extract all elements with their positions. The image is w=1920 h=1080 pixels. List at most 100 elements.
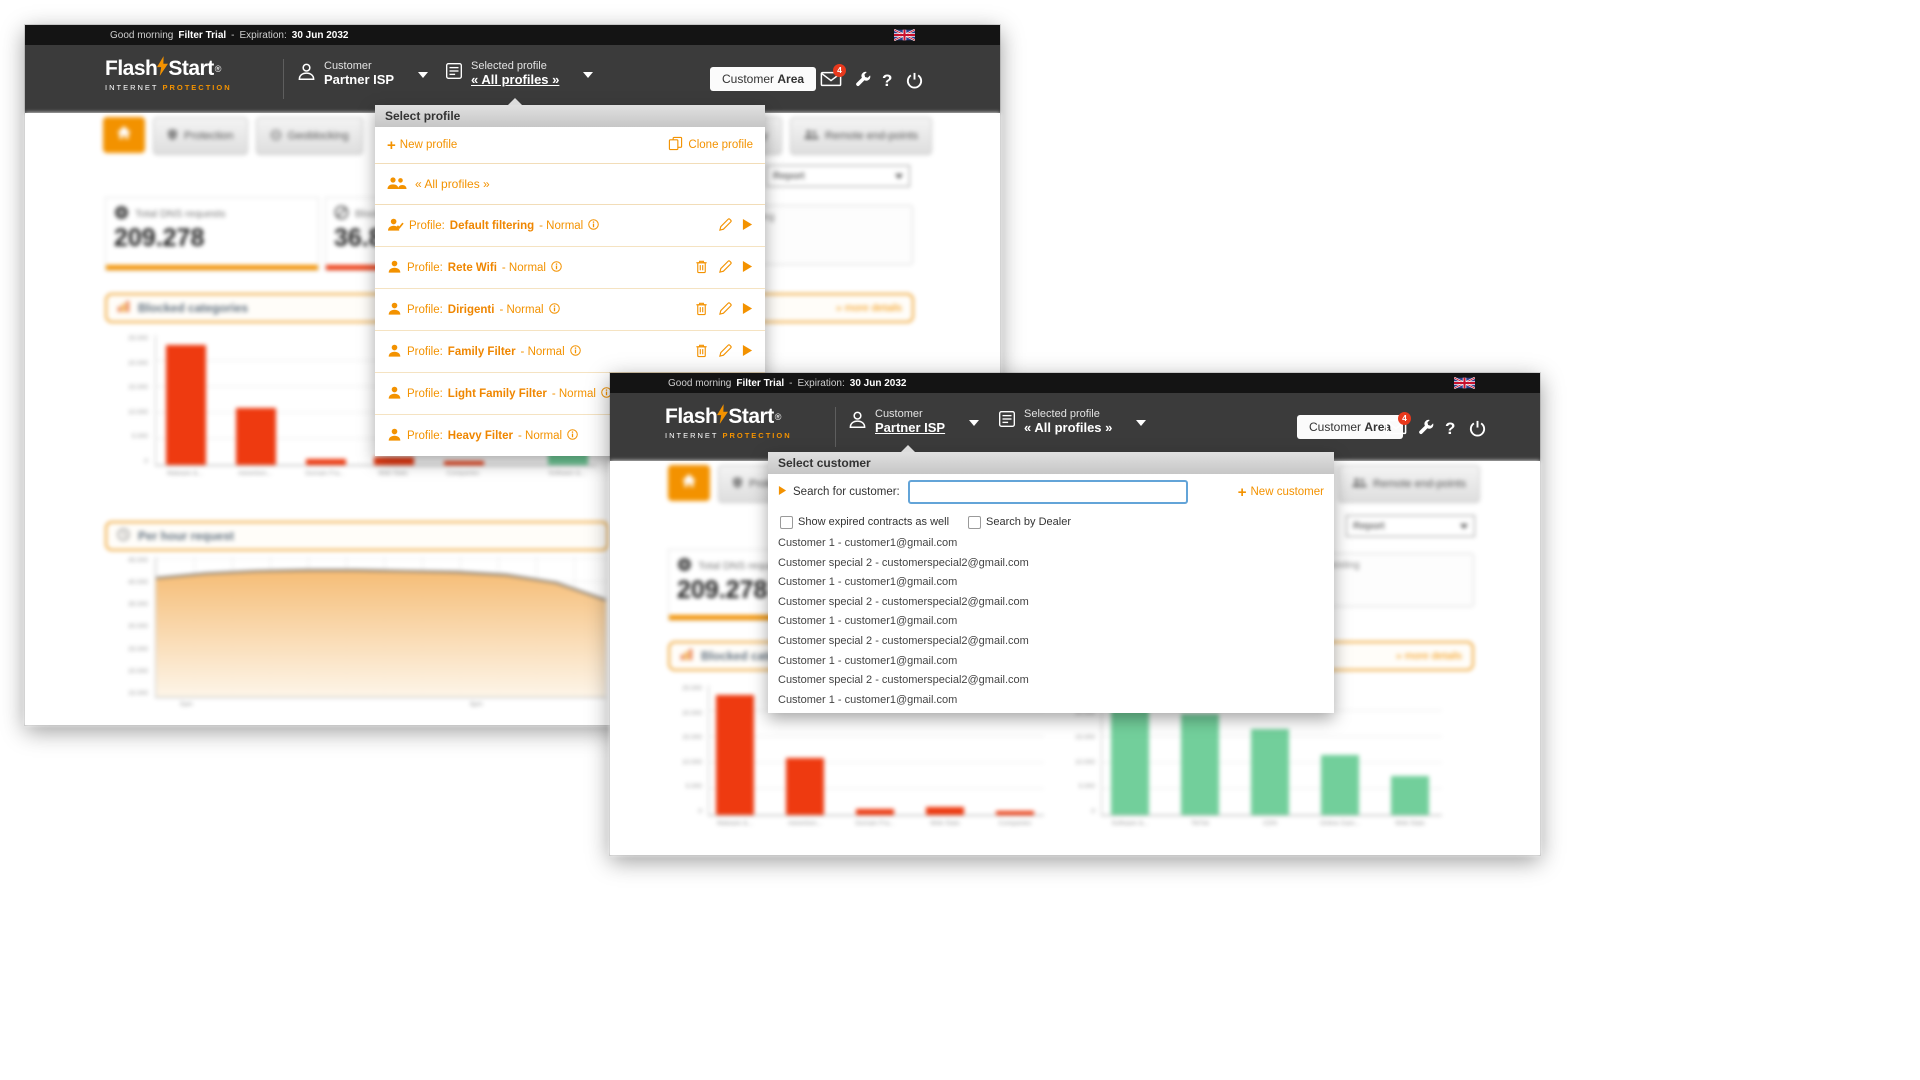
new-profile-button[interactable]: + New profile [387, 136, 458, 154]
customer-dropdown[interactable]: Customer Partner ISP [297, 60, 429, 87]
customer-area-button[interactable]: Customer Area [710, 67, 817, 91]
person-icon [387, 343, 402, 361]
help-icon[interactable]: ? [1445, 419, 1456, 438]
new-customer-button[interactable]: + New customer [1237, 483, 1324, 501]
power-icon[interactable] [1468, 419, 1487, 443]
power-icon[interactable] [905, 71, 924, 95]
bar-online-games [1321, 755, 1359, 815]
bar-advertising [786, 757, 824, 815]
lightning-bolt-icon [157, 56, 169, 82]
customer-dropdown[interactable]: Customer Partner ISP [848, 408, 980, 435]
tab-geoblocking[interactable]: Geoblocking [255, 117, 363, 155]
customer-search-input[interactable] [907, 480, 1188, 504]
logo-reg: ® [214, 64, 222, 74]
all-profiles-item[interactable]: « All profiles » [375, 164, 765, 205]
edit-icon[interactable] [718, 343, 733, 361]
help-icon[interactable]: ? [882, 71, 893, 90]
app-header: Flash Start ® INTERNET PROTECTION Custom… [610, 393, 1540, 461]
checkbox-search-by-dealer[interactable] [968, 515, 982, 529]
info-icon[interactable] [567, 428, 578, 443]
checkbox-show-expired[interactable] [780, 515, 793, 529]
bar-web-stats [374, 457, 414, 465]
tab-home[interactable] [668, 465, 710, 501]
more-details-link[interactable]: » more details [836, 302, 902, 314]
customer-row[interactable]: Customer 1 - customer1@gmail.com [778, 693, 958, 706]
clone-profile-button[interactable]: Clone profile [668, 136, 753, 154]
profile-row-dirigenti[interactable]: Profile: Dirigenti - Normal [375, 289, 765, 331]
selected-profile-dropdown[interactable]: Selected profile « All profiles » [998, 408, 1147, 435]
clock-icon [117, 528, 130, 544]
per-hour-chart: 45.000 40.000 35.000 30.000 25.000 20.000 15.0… [110, 557, 610, 717]
play-icon[interactable] [742, 218, 753, 234]
tab-remote-endpoints[interactable]: Remote end-points [1338, 465, 1480, 503]
logo-tagline: INTERNET PROTECTION [665, 431, 792, 440]
plot-area [155, 557, 606, 698]
bar-web-stats [1391, 776, 1429, 815]
profile-actions-row: + New profile Clone profile [375, 127, 765, 164]
customer-row[interactable]: Customer special 2 - customerspecial2@gm… [778, 595, 1029, 608]
mail-icon[interactable]: 4 [820, 64, 846, 92]
home-icon [116, 125, 132, 145]
chevron-down-icon[interactable] [583, 65, 594, 83]
select-customer-panel: Select customer Search for customer: + N… [768, 445, 1334, 714]
edit-icon[interactable] [718, 301, 733, 319]
x-axis: Malware &... Advertisin... Domain Fra...… [716, 820, 1032, 827]
info-icon[interactable] [588, 218, 600, 233]
selected-profile-dropdown[interactable]: Selected profile « All profiles » [445, 60, 594, 87]
edit-icon[interactable] [718, 217, 733, 235]
person-icon [387, 301, 402, 319]
clone-icon [668, 136, 683, 154]
uk-flag-icon[interactable] [893, 28, 916, 44]
report-select[interactable]: Report [766, 165, 910, 187]
tab-remote-endpoints[interactable]: Remote end-points [790, 117, 932, 155]
wrench-icon[interactable] [1418, 419, 1435, 441]
customer-row[interactable]: Customer 1 - customer1@gmail.com [778, 576, 958, 589]
trash-icon[interactable] [694, 301, 709, 319]
customer-area-button[interactable]: Customer Area [1297, 415, 1404, 439]
window-customers: Good morning Filter Trial - Expiration: … [610, 373, 1540, 855]
customer-row[interactable]: Customer special 2 - customerspecial2@gm… [778, 674, 1029, 687]
profile-row-rete-wifi[interactable]: Profile: Rete Wifi - Normal [375, 247, 765, 289]
customer-row[interactable]: Customer special 2 - customerspecial2@gm… [778, 556, 1029, 569]
dns-icon [677, 557, 692, 575]
info-icon[interactable] [548, 302, 560, 317]
x-axis: 5am 6pm [180, 701, 483, 708]
wrench-icon[interactable] [855, 71, 872, 93]
plot-area [1101, 685, 1442, 816]
person-icon [848, 410, 867, 434]
chevron-down-icon[interactable] [1136, 413, 1147, 431]
bars-icon [117, 300, 130, 316]
x-axis: Software &... TikTok CDN Online Gam... W… [1111, 820, 1425, 827]
per-hour-header: Per hour request [105, 521, 609, 551]
profile-row-family-filter[interactable]: Profile: Family Filter - Normal [375, 331, 765, 373]
play-icon[interactable] [742, 260, 753, 276]
customer-row[interactable]: Customer 1 - customer1@gmail.com [778, 537, 958, 549]
bar-malware [716, 695, 754, 815]
customer-search-row: Search for customer: + New customer [768, 474, 1334, 510]
more-details-link[interactable]: » more details [1396, 650, 1462, 662]
play-icon[interactable] [742, 302, 753, 318]
tab-home[interactable] [103, 117, 145, 153]
panel-pointer [508, 98, 522, 105]
checkbox-search-by-dealer-label: Search by Dealer [986, 516, 1072, 528]
chevron-down-icon[interactable] [969, 413, 980, 431]
profile-row-default-filtering[interactable]: Profile: Default filtering - Normal [375, 205, 765, 247]
report-select[interactable]: Report [1346, 515, 1475, 537]
uk-flag-icon[interactable] [1453, 376, 1476, 392]
play-icon[interactable] [742, 344, 753, 360]
customer-row[interactable]: Customer 1 - customer1@gmail.com [778, 615, 958, 628]
tab-protection[interactable]: Protection [153, 117, 248, 155]
customer-row[interactable]: Customer special 2 - customerspecial2@gm… [778, 634, 1029, 647]
info-icon[interactable] [569, 344, 581, 359]
customer-row[interactable]: Customer 1 - customer1@gmail.com [778, 654, 958, 667]
trash-icon[interactable] [694, 259, 709, 277]
profile-row-heavy-filter[interactable]: Profile: Heavy Filter - Normal [375, 415, 765, 456]
mail-icon[interactable]: 4 [1385, 412, 1411, 440]
bars-icon [680, 648, 693, 664]
bar-domain-fraud [306, 458, 346, 465]
edit-icon[interactable] [718, 259, 733, 277]
trash-icon[interactable] [694, 343, 709, 361]
info-icon[interactable] [551, 260, 562, 275]
chevron-down-icon[interactable] [418, 65, 429, 83]
